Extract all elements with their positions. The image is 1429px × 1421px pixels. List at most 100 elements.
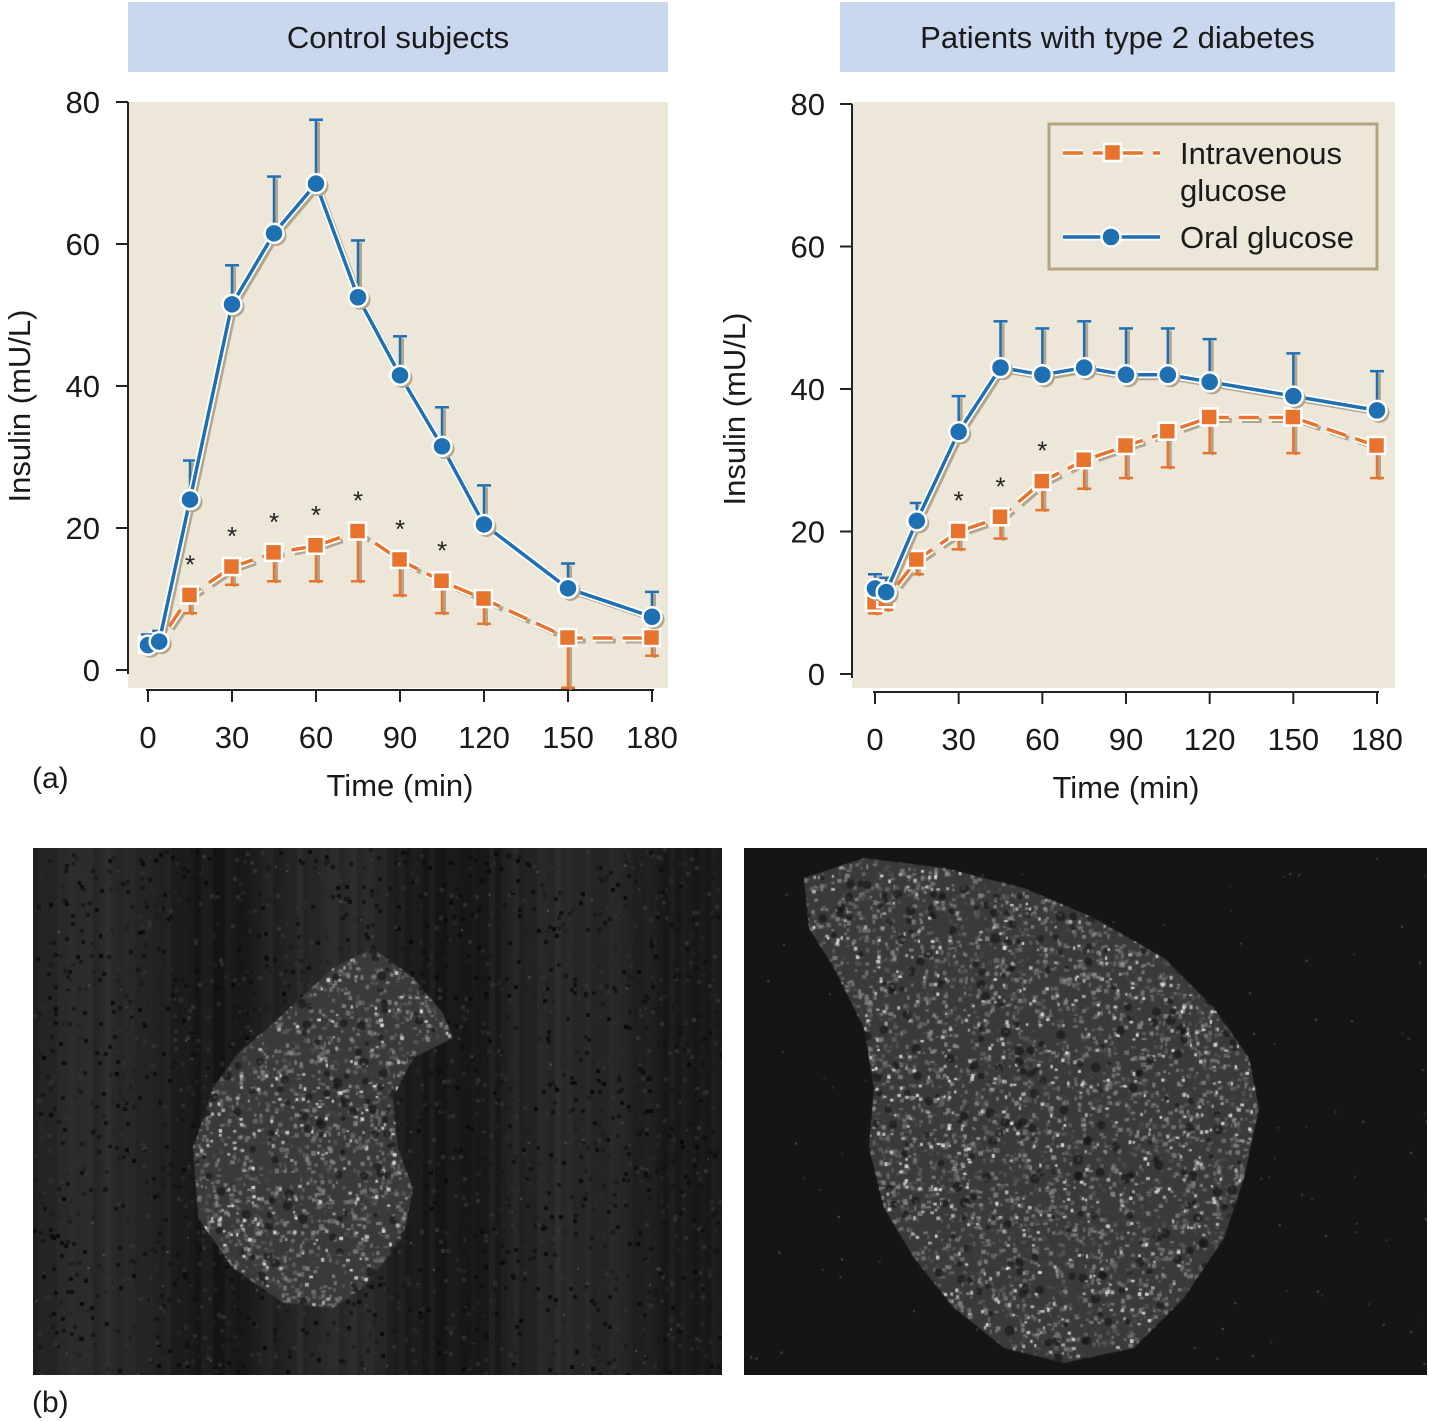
significance-marker: * [311,500,321,530]
iv-data-point [179,585,200,605]
iv-data-point [1073,450,1094,470]
iv-data-point [431,571,452,591]
significance-marker: * [185,549,195,579]
oral-data-point [263,222,285,245]
y-tick-label: 60 [791,230,825,265]
micrograph-diabetic-islet [744,848,1427,1375]
oral-data-point [641,606,663,628]
iv-series-line [874,415,1378,605]
significance-marker: * [353,486,363,516]
oral-data-point [431,435,453,458]
x-tick-label: 120 [1184,722,1236,757]
iv-data-point [1032,471,1052,491]
legend-iv-label-line2: glucose [1180,173,1287,208]
iv-data-point [221,556,242,577]
oral-data-point [221,293,243,316]
legend-oral-marker [1100,226,1122,248]
oral-data-point [389,364,411,387]
oral-data-point [989,356,1012,379]
iv-series-line [147,529,652,647]
x-tick-label: 60 [299,720,333,755]
iv-data-point [641,627,662,648]
significance-marker: * [1037,436,1047,466]
x-tick-label: 30 [215,720,249,755]
oral-data-point [473,513,495,536]
oral-series-line [874,365,1378,595]
x-tick-label: 60 [1025,722,1059,757]
iv-series-shadow [150,531,655,651]
chart-title: Patients with type 2 diabetes [920,20,1315,55]
iv-data-point [1157,421,1178,441]
oral-data-point [947,421,970,443]
oral-series-line [147,180,653,647]
control-subjects-chart: Control subjects 0 20 40 60 80 Insulin (mU/L) 0… [2,2,678,803]
oral-data-point [1073,356,1095,379]
significance-marker: * [954,486,964,516]
oral-data-point [305,172,327,195]
y-axis-label: Insulin (mU/L) [2,310,37,503]
iv-data-point [347,521,368,541]
y-tick-label: 20 [66,511,100,546]
chart-header-band [840,2,1395,72]
legend-box [1047,122,1379,271]
type2-diabetes-chart: Patients with type 2 diabetes 0 20 40 60 80 In… [717,2,1403,805]
micrograph-control-islet [33,848,722,1375]
significance-marker: * [437,535,447,565]
x-tick-label: 0 [139,720,156,755]
x-tick-label: 180 [1351,722,1403,757]
iv-data-point [990,507,1010,527]
y-tick-label: 80 [66,85,100,120]
iv-data-point [263,542,284,563]
iv-data-point [1115,435,1136,456]
iv-data-point [389,549,410,570]
x-tick-label: 180 [626,720,678,755]
oral-data-point [875,581,897,603]
iv-data-point [305,535,326,555]
iv-data-point [1366,435,1387,456]
y-tick-label: 0 [808,657,825,692]
oral-data-point [1366,399,1388,422]
x-axis-label: Time (min) [327,768,474,803]
significance-marker: * [227,521,237,551]
oral-data-point [1031,364,1054,386]
oral-data-point [179,488,201,511]
oral-data-point [1115,364,1137,386]
iv-data-point [473,588,494,609]
y-axis-label: Insulin (mU/L) [717,313,752,506]
significance-marker: * [269,507,279,537]
x-tick-label: 120 [458,720,510,755]
iv-data-point [906,549,927,570]
plot-area [852,102,1395,688]
x-tick-label: 90 [1109,722,1143,757]
oral-data-point [1157,364,1179,386]
chart-header-band [128,2,668,72]
y-tick-label: 60 [66,227,100,262]
panel-label-a: (a) [32,762,69,795]
panel-label-b: (b) [32,1386,69,1419]
chart-title: Control subjects [287,20,509,55]
x-tick-label: 150 [1267,722,1319,757]
x-tick-label: 150 [542,720,594,755]
significance-marker: * [395,514,405,544]
y-tick-label: 0 [83,653,100,688]
iv-data-point [948,521,968,541]
x-tick-label: 0 [866,722,883,757]
oral-data-point [906,510,928,532]
oral-data-point [557,577,579,600]
insulin-response-figure: Control subjects 0 20 40 60 80 Insulin (mU/L) 0… [2,2,1403,805]
legend-oral-label: Oral glucose [1180,220,1354,255]
y-tick-label: 80 [791,87,825,122]
x-tick-label: 30 [941,722,975,757]
y-tick-label: 40 [66,369,100,404]
legend-iv-marker [1102,142,1123,163]
y-tick-label: 20 [791,515,825,550]
x-axis-label: Time (min) [1053,770,1200,805]
oral-data-point [347,286,369,308]
iv-data-point [557,627,578,648]
oral-data-point [148,630,170,653]
iv-data-point [1283,407,1303,427]
x-tick-label: 90 [383,720,417,755]
significance-marker: * [995,471,1005,501]
iv-data-point [1199,407,1219,427]
